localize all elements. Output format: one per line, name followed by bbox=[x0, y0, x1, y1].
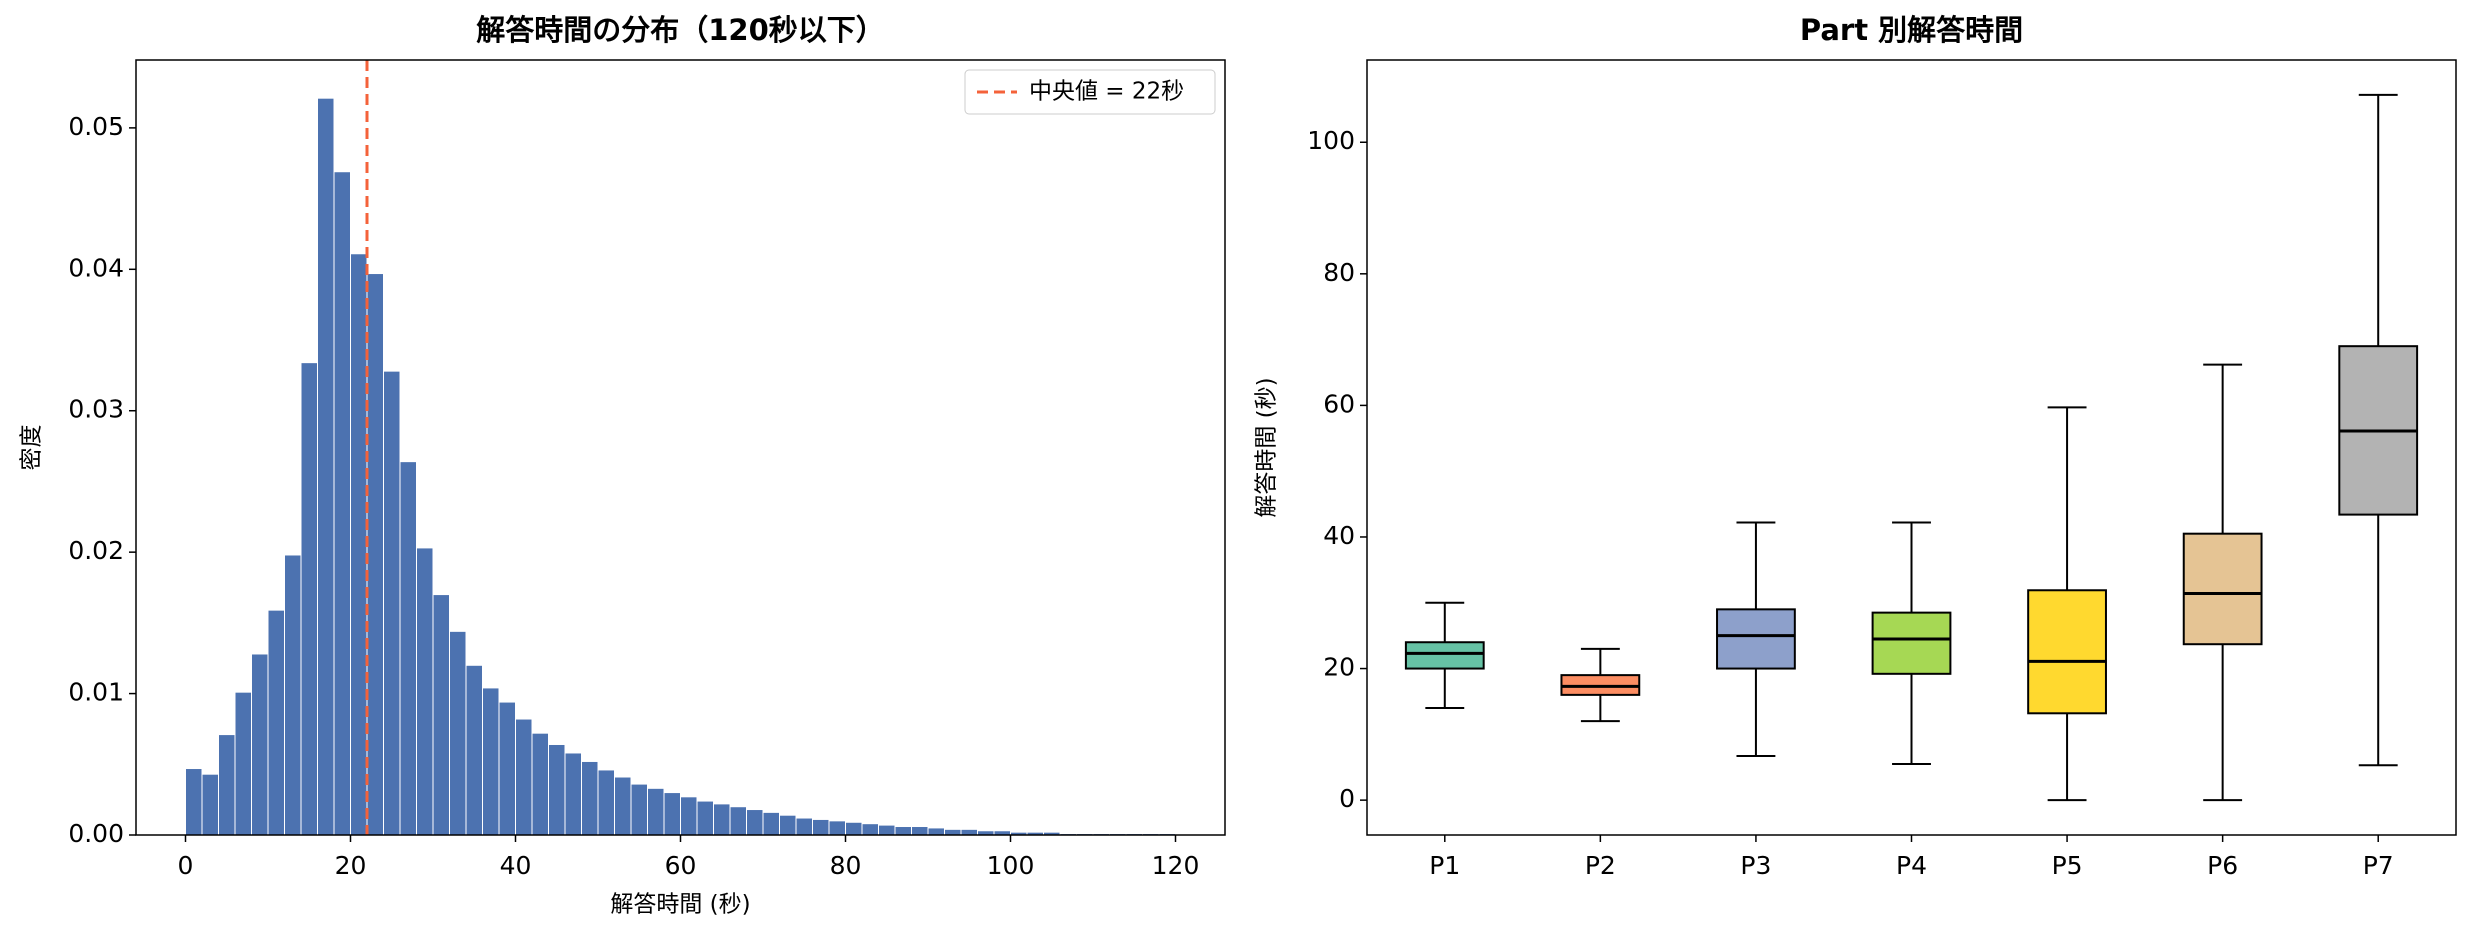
y-tick-label: 60 bbox=[1323, 389, 1355, 418]
x-tick-label: P4 bbox=[1896, 851, 1927, 880]
y-tick-label: 40 bbox=[1323, 521, 1355, 550]
histogram-bar bbox=[960, 828, 978, 836]
histogram-bar bbox=[581, 760, 599, 836]
histogram-bar bbox=[218, 734, 236, 836]
legend-label: 中央値 = 22秒 bbox=[1029, 79, 1184, 105]
box bbox=[1871, 611, 1952, 675]
histogram-bar bbox=[465, 664, 483, 836]
axes-frame bbox=[1366, 59, 2457, 836]
box bbox=[2182, 532, 2263, 646]
y-tick-label: 0.00 bbox=[68, 819, 124, 848]
histogram-bar bbox=[647, 787, 665, 836]
histogram-bar bbox=[416, 547, 434, 836]
x-tick-label: P1 bbox=[1429, 851, 1460, 880]
box bbox=[1404, 641, 1485, 670]
histogram-bar bbox=[383, 370, 401, 836]
y-axis-label: 解答時間 (秒) bbox=[1254, 377, 1280, 517]
histogram-bar bbox=[531, 732, 549, 836]
x-tick-label: 40 bbox=[500, 851, 532, 880]
histogram-bar bbox=[630, 783, 648, 836]
x-tick-label: 80 bbox=[830, 851, 862, 880]
histogram-bar bbox=[498, 701, 516, 836]
box bbox=[2027, 589, 2107, 715]
histogram-bar bbox=[515, 718, 533, 836]
histogram-bar bbox=[432, 594, 450, 836]
histogram-bar bbox=[779, 814, 797, 836]
histogram-bar bbox=[696, 800, 714, 836]
histogram-bar bbox=[729, 806, 747, 836]
histogram-bar bbox=[564, 752, 582, 836]
histogram-bar bbox=[350, 253, 368, 836]
histogram-bar bbox=[845, 821, 863, 836]
y-axis-label: 密度 bbox=[19, 425, 45, 471]
histogram-bar bbox=[185, 768, 203, 836]
histogram-bar bbox=[746, 809, 764, 836]
histogram-bar bbox=[927, 827, 945, 836]
x-tick-label: 120 bbox=[1152, 851, 1200, 880]
histogram-bar bbox=[300, 362, 318, 836]
histogram-bar bbox=[482, 687, 500, 836]
x-tick-label: P5 bbox=[2052, 851, 2083, 880]
histogram-bar bbox=[861, 823, 879, 836]
y-tick-label: 0.01 bbox=[68, 678, 124, 707]
axes-frame bbox=[135, 59, 1226, 836]
y-tick-label: 100 bbox=[1307, 126, 1355, 155]
histogram-bar bbox=[201, 773, 219, 836]
x-tick-label: 100 bbox=[987, 851, 1035, 880]
x-tick-label: 20 bbox=[335, 851, 367, 880]
histogram-bar bbox=[878, 824, 896, 836]
histogram-bar bbox=[911, 826, 929, 836]
histogram-bar bbox=[795, 817, 813, 836]
y-tick-label: 0.04 bbox=[68, 253, 124, 282]
box bbox=[1716, 608, 1796, 670]
x-tick-label: 60 bbox=[665, 851, 697, 880]
y-tick-label: 0.03 bbox=[68, 395, 124, 424]
histogram-bar bbox=[614, 776, 632, 836]
histogram-bar bbox=[333, 171, 351, 836]
histogram-bar bbox=[234, 691, 252, 836]
y-tick-label: 0.02 bbox=[68, 536, 124, 565]
histogram-bar bbox=[317, 97, 335, 836]
histogram-bar bbox=[944, 828, 962, 836]
y-tick-label: 0 bbox=[1339, 784, 1355, 813]
histogram-bar bbox=[713, 803, 731, 836]
x-tick-label: P2 bbox=[1585, 851, 1616, 880]
x-tick-label: 0 bbox=[178, 851, 194, 880]
chart-title: Part 別解答時間 bbox=[1800, 13, 2023, 47]
histogram-bar bbox=[284, 554, 302, 836]
x-tick-label: P3 bbox=[1740, 851, 1771, 880]
y-tick-label: 20 bbox=[1323, 653, 1355, 682]
x-tick-label: P6 bbox=[2207, 851, 2238, 880]
y-tick-label: 80 bbox=[1323, 258, 1355, 287]
histogram-bar bbox=[267, 609, 285, 836]
histogram-bar bbox=[894, 826, 912, 836]
histogram-bar bbox=[449, 630, 467, 836]
histogram-bar bbox=[399, 461, 417, 836]
histogram-bar bbox=[828, 820, 846, 836]
histogram-bar bbox=[548, 743, 566, 836]
histogram-bar bbox=[366, 273, 384, 836]
y-tick-label: 0.05 bbox=[68, 112, 124, 141]
histogram-bar bbox=[812, 818, 830, 836]
histogram-bar bbox=[663, 792, 681, 836]
x-axis-label: 解答時間 (秒) bbox=[610, 892, 750, 918]
histogram-bar bbox=[762, 811, 780, 836]
histogram-bar bbox=[597, 769, 615, 836]
legend-box bbox=[964, 69, 1216, 115]
histogram-bar bbox=[251, 653, 269, 836]
chart-title: 解答時間の分布（120秒以下） bbox=[476, 13, 885, 47]
histogram-bar bbox=[680, 796, 698, 836]
x-tick-label: P7 bbox=[2363, 851, 2394, 880]
